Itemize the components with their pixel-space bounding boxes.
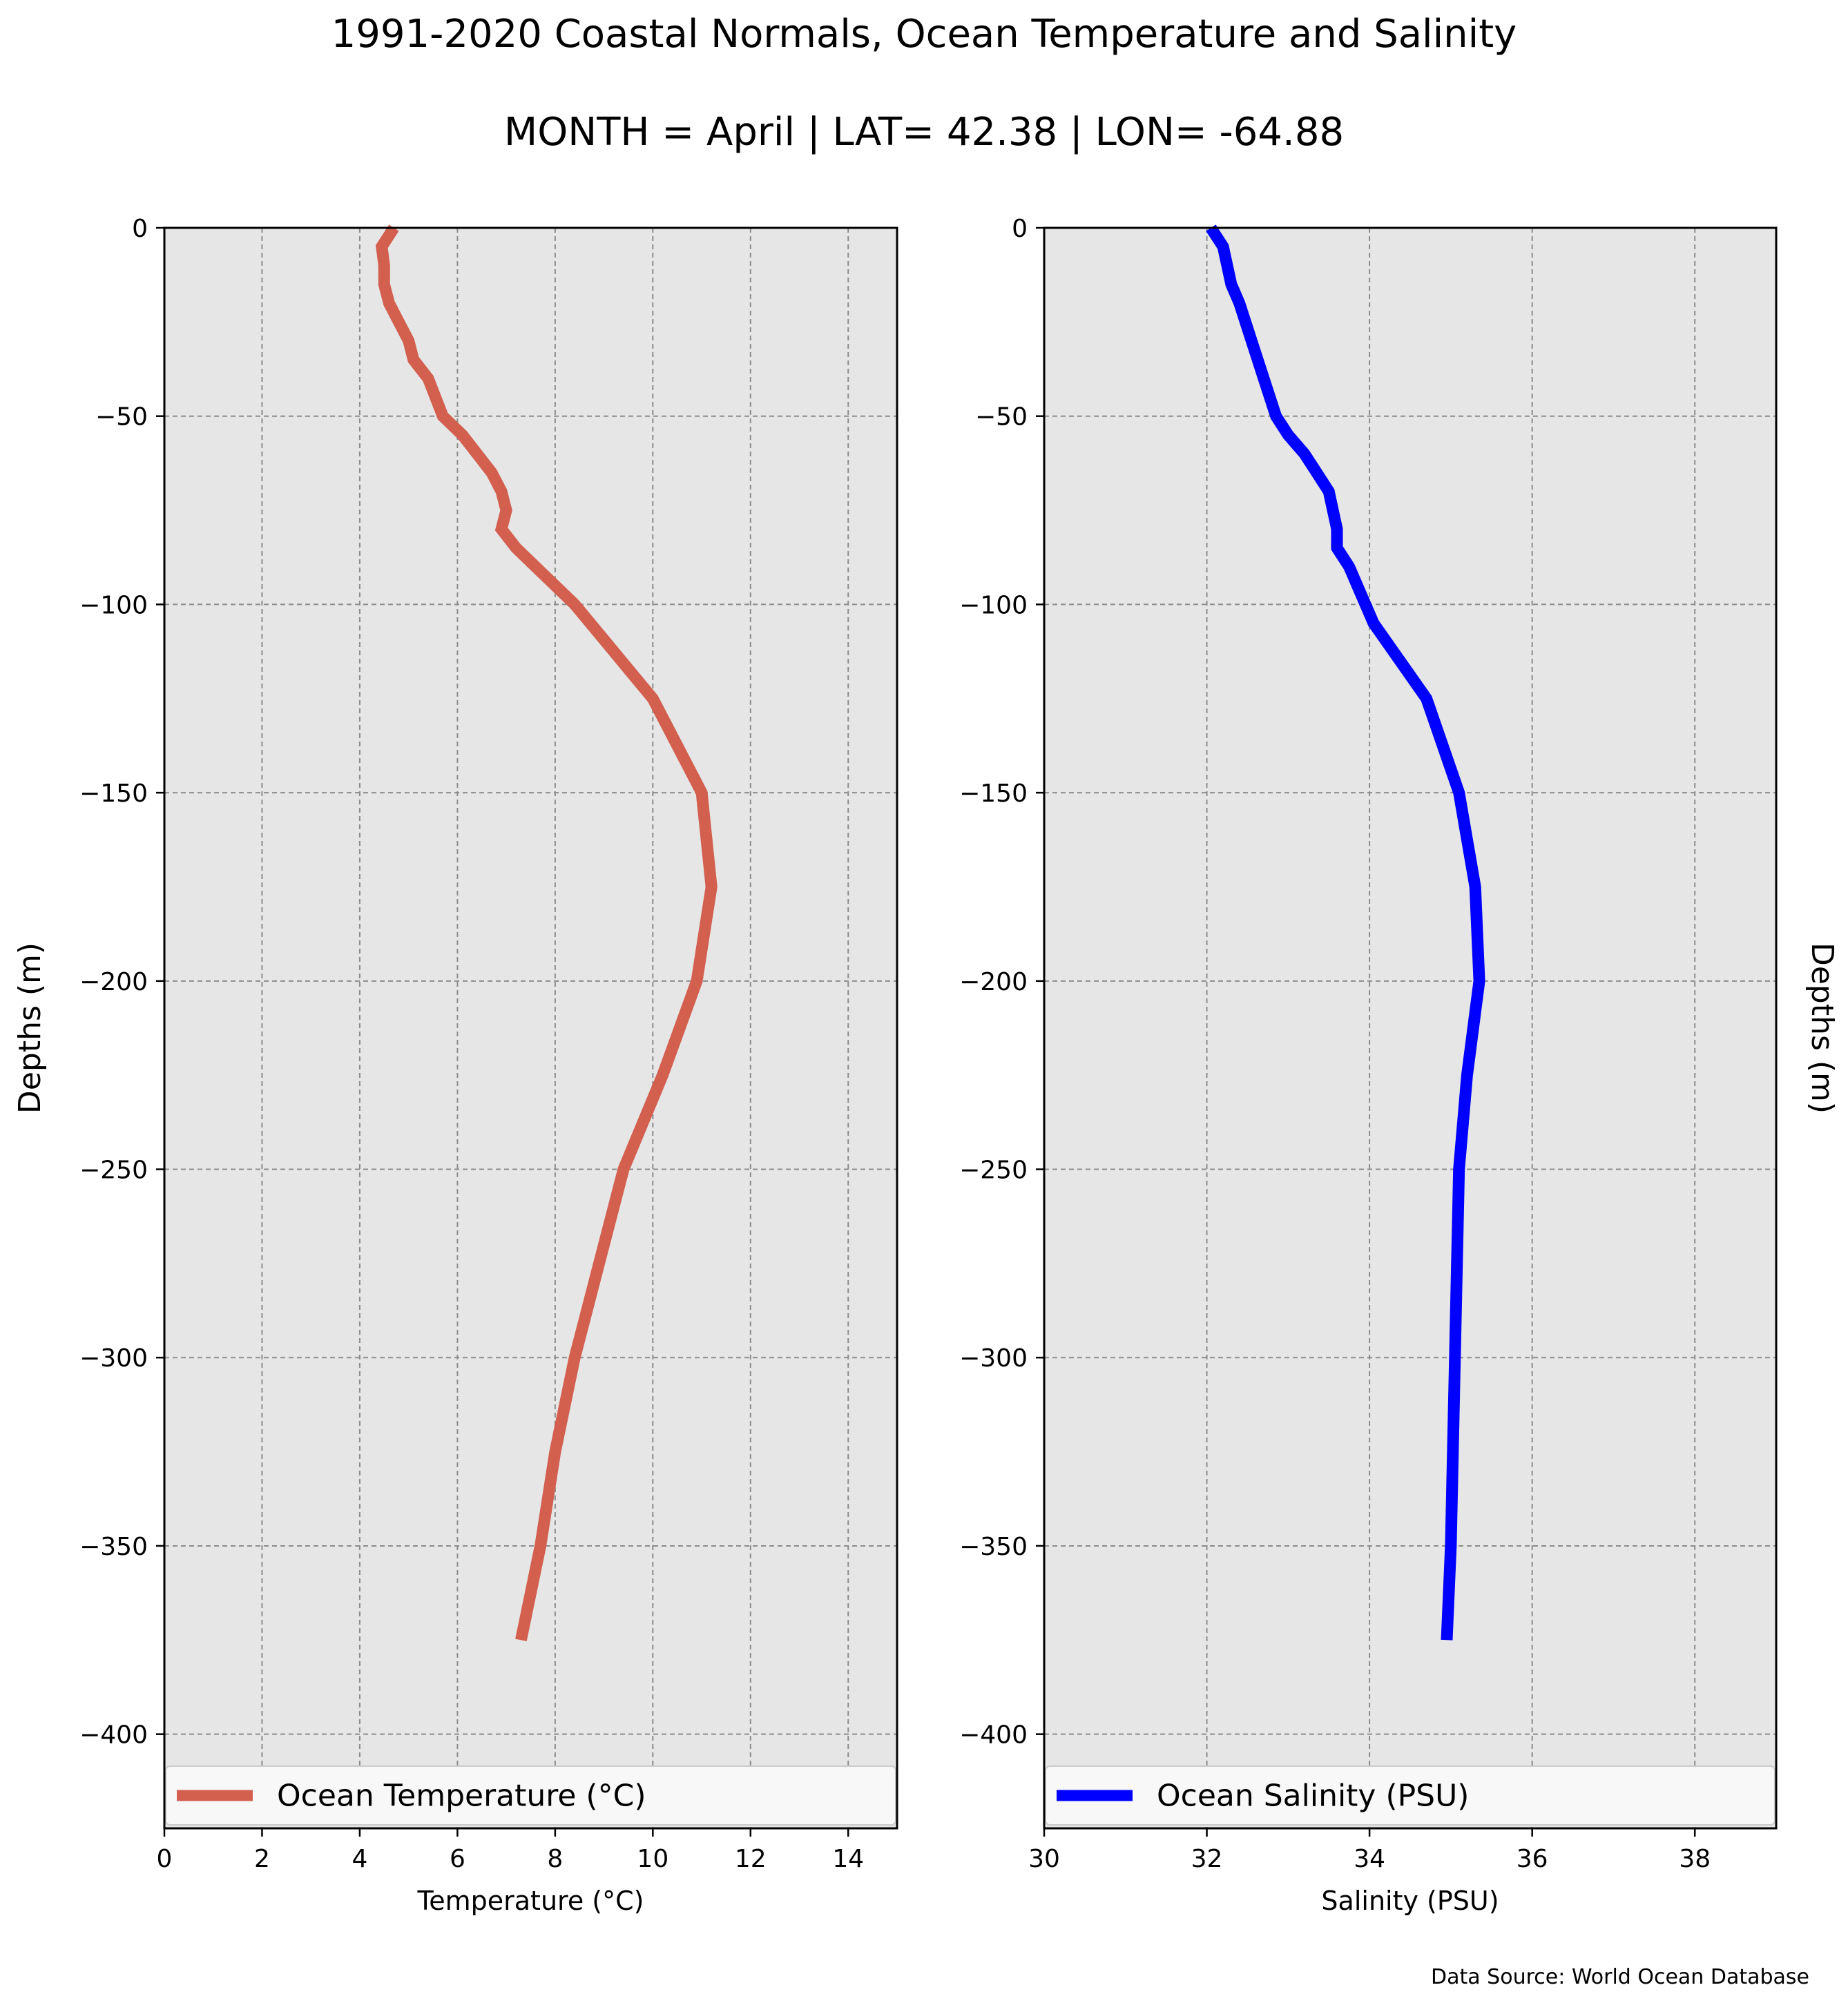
y-tick-label: −250 [959,1157,1028,1185]
y-tick-label: −250 [79,1157,148,1185]
y-tick-label: 0 [132,215,148,243]
chart-panel-1: Ocean Temperature (°C) 0 2 4 6 8 10 12 14 0 −50 −10… [12,215,898,1916]
chart-panel-2: Ocean Salinity (PSU) 30 32 34 36 38 0 −50 −100 −1… [959,215,1840,1916]
y-tick-label: −400 [959,1721,1028,1750]
y-tick-label: −150 [79,780,148,808]
plot-frame [163,226,898,1830]
series-line-1 [1206,224,1485,1641]
x-tick-label: 6 [450,1845,465,1873]
plot-background [164,228,897,1828]
x-tick-label: 0 [157,1845,173,1873]
y-tick-label: 0 [1012,215,1028,243]
y-tick-label: −300 [79,1344,148,1373]
x-tick-label: 12 [735,1845,767,1873]
x-tick-label: 34 [1354,1845,1385,1873]
legend-label: Ocean Temperature (°C) [277,1779,646,1814]
x-tick-label: 36 [1517,1845,1548,1873]
plot-background [1044,228,1776,1828]
x-tick-label: 38 [1679,1845,1711,1873]
y-tick-label: −150 [959,780,1028,808]
y-axis-label: Depths (m) [1804,942,1840,1114]
figure-title: 1991-2020 Coastal Normals, Ocean Tempera… [331,12,1517,57]
y-axis-label: Depths (m) [12,942,48,1114]
y-tick-label: −300 [959,1344,1028,1373]
source-note: Data Source: World Ocean Database [1431,1965,1809,1989]
figure-subtitle: MONTH = April | LAT= 42.38 | LON= -64.88 [504,110,1344,155]
x-tick-label: 30 [1028,1845,1060,1873]
x-tick-label: 4 [352,1845,367,1873]
y-tick-label: −200 [79,968,148,996]
y-tick-label: −350 [959,1533,1028,1561]
x-tick-label: 10 [637,1845,668,1873]
x-tick-label: 14 [832,1845,864,1873]
plot-frame [1043,226,1778,1830]
x-axis-label: Salinity (PSU) [1321,1886,1499,1916]
x-tick-label: 8 [547,1845,563,1873]
chart-panels: Ocean Temperature (°C) 0 2 4 6 8 10 12 14 0 −50 −10… [12,215,1840,1916]
legend-label: Ocean Salinity (PSU) [1157,1779,1469,1814]
y-tick-label: −400 [79,1721,148,1750]
x-tick-label: 32 [1191,1845,1223,1873]
y-tick-label: −350 [79,1533,148,1561]
series-line-1 [375,224,718,1642]
x-tick-label: 2 [254,1845,270,1873]
y-tick-label: −200 [959,968,1028,996]
y-tick-label: −50 [975,403,1028,432]
legend-box [1045,1765,1775,1826]
x-axis-label: Temperature (°C) [417,1886,644,1916]
legend-box [165,1765,896,1826]
y-tick-label: −50 [95,403,148,432]
y-tick-label: −100 [79,591,148,619]
y-tick-label: −100 [959,591,1028,619]
